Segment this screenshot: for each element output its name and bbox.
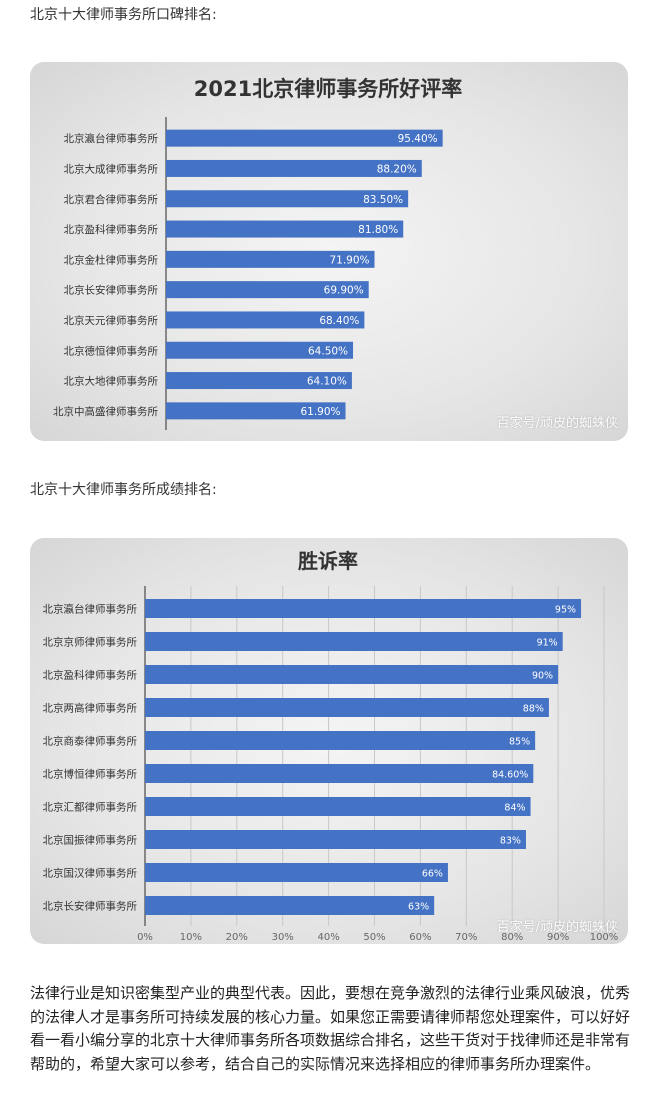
bar (145, 698, 549, 717)
bar (145, 665, 559, 684)
section-heading-performance: 北京十大律师事务所成绩排名: (30, 482, 217, 498)
category-label: 北京长安律师事务所 (64, 284, 159, 297)
category-label: 北京国汉律师事务所 (43, 867, 138, 880)
data-label: 64.50% (308, 345, 348, 357)
x-tick-label: 80% (501, 932, 523, 943)
data-label: 68.40% (319, 315, 359, 327)
bar (145, 764, 534, 783)
x-tick-label: 100% (590, 932, 619, 943)
bar (145, 830, 526, 849)
data-label: 69.90% (324, 285, 364, 297)
bar (145, 797, 531, 816)
data-label: 95% (555, 605, 576, 616)
bar (166, 129, 443, 147)
x-tick-label: 90% (547, 932, 569, 943)
x-tick-label: 10% (180, 932, 202, 943)
data-label: 84.60% (492, 770, 528, 781)
data-label: 61.90% (300, 406, 340, 418)
category-label: 北京汇都律师事务所 (43, 801, 138, 814)
data-label: 66% (422, 869, 443, 880)
chart-title: 2021北京律师事务所好评率 (194, 77, 462, 101)
bar (166, 250, 375, 268)
data-label: 83.50% (363, 194, 403, 206)
category-label: 北京瀛台律师事务所 (64, 132, 159, 145)
category-label: 北京博恒律师事务所 (43, 768, 138, 781)
bar (145, 731, 536, 750)
x-tick-label: 20% (226, 932, 248, 943)
chart-watermark: 百家号/顽皮的蜘蛛侠 (496, 416, 618, 431)
data-label: 81.80% (358, 224, 398, 236)
chart-reputation-rate: 2021北京律师事务所好评率北京瀛台律师事务所 95.40% 北京大成律师事务所 88… (30, 62, 628, 441)
chart-title: 胜诉率 (298, 549, 358, 573)
data-label: 63% (408, 902, 429, 913)
body-paragraph: 法律行业是知识密集型产业的典型代表。因此，要想在竞争激烈的法律行业乘风破浪，优秀… (30, 984, 631, 1073)
category-label: 北京商泰律师事务所 (43, 735, 138, 748)
bar (166, 281, 369, 299)
bar (166, 372, 352, 390)
bar (166, 402, 346, 420)
category-label: 北京金杜律师事务所 (64, 253, 159, 266)
bar (145, 599, 582, 618)
data-label: 83% (500, 836, 521, 847)
chart-watermark: 百家号/顽皮的蜘蛛侠 (496, 920, 618, 935)
data-label: 90% (532, 671, 553, 682)
bar (166, 341, 354, 359)
category-label: 北京两高律师事务所 (43, 702, 138, 715)
x-tick-label: 40% (317, 932, 339, 943)
bar (145, 632, 563, 651)
category-label: 北京天元律师事务所 (64, 314, 159, 327)
x-tick-label: 50% (363, 932, 385, 943)
category-label: 北京大地律师事务所 (64, 375, 159, 388)
category-label: 北京大成律师事务所 (64, 162, 159, 175)
win-rate-chart-svg: 胜诉率 0% 10% 20% 30% 40% 50% 60% 70% 80% 90% 100% 北京瀛台… (43, 549, 619, 943)
category-label: 北京盈科律师事务所 (64, 223, 159, 236)
category-label: 北京国振律师事务所 (43, 834, 138, 847)
x-tick-label: 0% (137, 932, 153, 943)
x-tick-label: 70% (455, 932, 477, 943)
category-label: 北京京师律师事务所 (43, 636, 138, 649)
category-label: 北京中高盛律师事务所 (53, 405, 158, 418)
x-tick-label: 30% (272, 932, 294, 943)
data-label: 88.20% (377, 163, 417, 175)
data-label: 71.90% (329, 254, 369, 266)
bar (145, 896, 435, 915)
bar (145, 863, 448, 882)
data-label: 95.40% (398, 133, 438, 145)
bar (166, 190, 409, 208)
data-label: 64.10% (307, 376, 347, 388)
bar (166, 159, 422, 177)
bar (166, 311, 365, 329)
data-label: 84% (504, 803, 525, 814)
chart-win-rate: 胜诉率 0% 10% 20% 30% 40% 50% 60% 70% 80% 90% 100% 北京瀛台… (30, 538, 628, 944)
bar (166, 220, 404, 238)
category-label: 北京德恒律师事务所 (64, 344, 159, 357)
category-label: 北京瀛台律师事务所 (43, 603, 138, 616)
category-label: 北京君合律师事务所 (64, 193, 159, 206)
x-tick-label: 60% (409, 932, 431, 943)
data-label: 91% (537, 638, 558, 649)
category-label: 北京盈科律师事务所 (43, 669, 138, 682)
data-label: 85% (509, 737, 530, 748)
data-label: 88% (523, 704, 544, 715)
category-label: 北京长安律师事务所 (43, 900, 138, 913)
section-heading-reputation: 北京十大律师事务所口碑排名: (30, 7, 217, 23)
